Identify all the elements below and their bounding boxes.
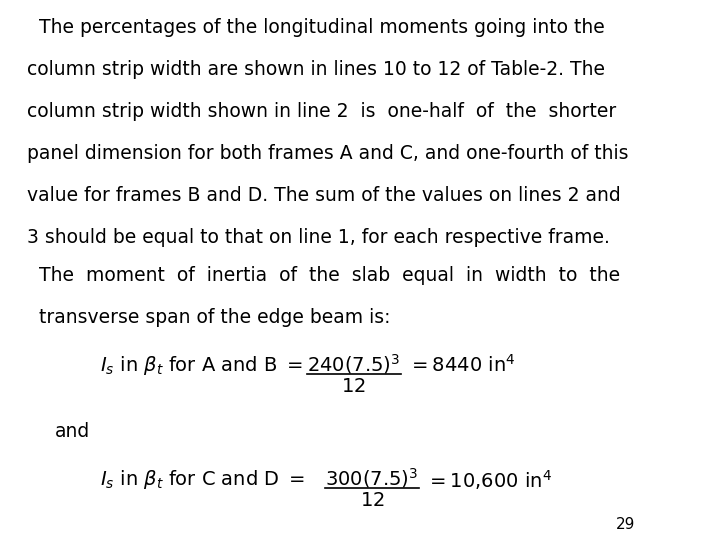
Text: transverse span of the edge beam is:: transverse span of the edge beam is: bbox=[27, 308, 391, 327]
Text: $240(7.5)^3$: $240(7.5)^3$ bbox=[307, 352, 400, 376]
Text: $12$: $12$ bbox=[359, 491, 384, 510]
Text: panel dimension for both frames A and C, and one-fourth of this: panel dimension for both frames A and C,… bbox=[27, 144, 629, 163]
Text: column strip width shown in line 2  is  one-half  of  the  shorter: column strip width shown in line 2 is on… bbox=[27, 102, 616, 121]
Text: $= 10{,}600$ in$^4$: $= 10{,}600$ in$^4$ bbox=[426, 468, 552, 492]
Text: $I_s$ in $\beta_t$ for A and B $=$: $I_s$ in $\beta_t$ for A and B $=$ bbox=[100, 354, 303, 377]
Text: $= 8440$ in$^4$: $= 8440$ in$^4$ bbox=[408, 354, 516, 376]
Text: and: and bbox=[55, 422, 90, 441]
Text: 29: 29 bbox=[616, 517, 635, 532]
Text: value for frames B and D. The sum of the values on lines 2 and: value for frames B and D. The sum of the… bbox=[27, 186, 621, 205]
Text: column strip width are shown in lines 10 to 12 of Table-2. The: column strip width are shown in lines 10… bbox=[27, 60, 606, 79]
Text: $12$: $12$ bbox=[341, 377, 366, 396]
Text: $300(7.5)^3$: $300(7.5)^3$ bbox=[325, 466, 418, 490]
Text: $I_s$ in $\beta_t$ for C and D $=$: $I_s$ in $\beta_t$ for C and D $=$ bbox=[100, 468, 305, 491]
Text: The percentages of the longitudinal moments going into the: The percentages of the longitudinal mome… bbox=[27, 18, 605, 37]
Text: The  moment  of  inertia  of  the  slab  equal  in  width  to  the: The moment of inertia of the slab equal … bbox=[27, 266, 621, 285]
Text: 3 should be equal to that on line 1, for each respective frame.: 3 should be equal to that on line 1, for… bbox=[27, 228, 610, 247]
